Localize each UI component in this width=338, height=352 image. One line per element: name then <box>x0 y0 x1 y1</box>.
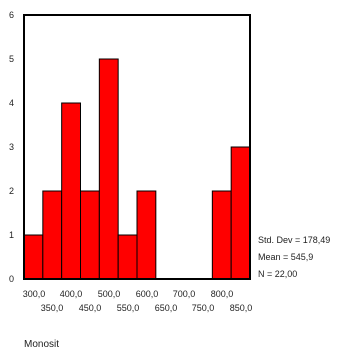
x-tick-label: 500,0 <box>98 289 121 299</box>
histogram-bar <box>23 234 44 280</box>
x-tick-label: 700,0 <box>173 289 196 299</box>
y-tick-label: 1 <box>9 230 14 240</box>
histogram-bar <box>211 190 232 280</box>
plot-frame <box>23 14 251 280</box>
mean-stat: Mean = 545,9 <box>258 252 313 262</box>
x-tick-label: 400,0 <box>60 289 83 299</box>
x-axis-label: Monosit <box>24 339 59 350</box>
x-tick-label: 600,0 <box>136 289 159 299</box>
x-tick-label: 850,0 <box>230 303 253 313</box>
bars-group <box>23 58 251 280</box>
y-tick-label: 4 <box>9 98 14 108</box>
histogram-bar <box>61 102 82 280</box>
y-tick-label: 0 <box>9 274 14 284</box>
x-tick-label: 350,0 <box>41 303 64 313</box>
histogram-bar <box>117 234 138 280</box>
x-tick-label: 650,0 <box>155 303 178 313</box>
n-stat: N = 22,00 <box>258 269 297 279</box>
y-tick-label: 3 <box>9 142 14 152</box>
x-tick-label: 300,0 <box>23 289 46 299</box>
x-tick-label: 450,0 <box>79 303 102 313</box>
histogram-bar <box>230 146 251 280</box>
y-tick-label: 6 <box>9 10 14 20</box>
std-dev-stat: Std. Dev = 178,49 <box>258 235 330 245</box>
x-tick-label: 550,0 <box>117 303 140 313</box>
histogram-bar <box>42 190 63 280</box>
y-tick-label: 5 <box>9 54 14 64</box>
histogram-bar <box>80 190 100 280</box>
histogram-bar <box>98 58 119 280</box>
y-tick-label: 2 <box>9 186 14 196</box>
x-tick-label: 750,0 <box>192 303 215 313</box>
histogram-bar <box>136 190 157 280</box>
x-tick-label: 800,0 <box>211 289 234 299</box>
